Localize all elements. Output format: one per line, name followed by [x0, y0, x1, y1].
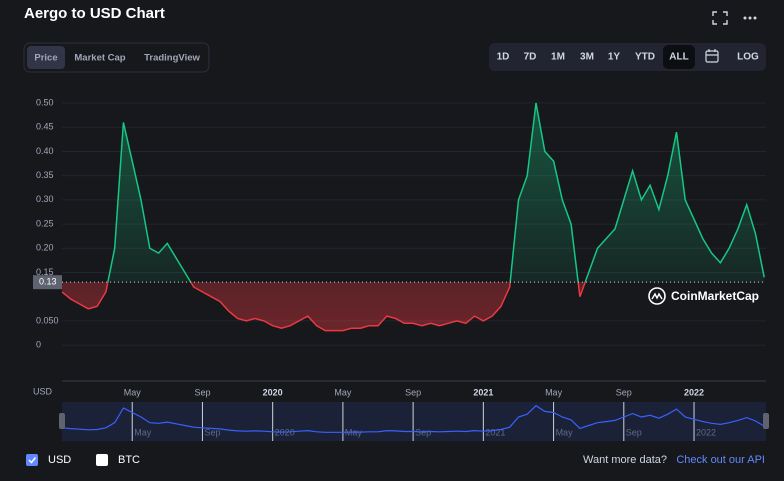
- x-tick-label: May: [334, 387, 352, 397]
- navigator-tick-label: Sep: [626, 427, 642, 437]
- x-tick-label: 2022: [684, 387, 704, 397]
- x-tick-label: May: [545, 387, 563, 397]
- tab-active-bg: [27, 46, 65, 69]
- y-tick-label: 0.40: [36, 146, 54, 156]
- y-tick-label: 0.15: [36, 267, 54, 277]
- y-tick-label: 0.45: [36, 122, 54, 132]
- calendar-icon[interactable]: [705, 49, 719, 63]
- navigator-tick-label: Sep: [415, 427, 431, 437]
- api-link[interactable]: Check out our API: [676, 454, 765, 466]
- navigator-handle[interactable]: [59, 413, 65, 429]
- checkmark: [28, 457, 37, 464]
- watermark: CoinMarketCap: [648, 287, 759, 305]
- navigator-bg: [62, 402, 766, 441]
- range-button[interactable]: 1Y: [608, 52, 621, 63]
- y-tick-label: 0: [36, 339, 41, 349]
- x-tick-label: Sep: [616, 387, 632, 397]
- tab[interactable]: Price: [34, 53, 57, 64]
- navigator-tick-label: May: [134, 427, 152, 437]
- x-tick-label: 2020: [263, 387, 283, 397]
- navigator-line: [61, 404, 765, 433]
- x-tick-label: Sep: [405, 387, 421, 397]
- checkbox[interactable]: [96, 454, 108, 466]
- navigator-tick-label: 2021: [485, 427, 505, 437]
- range-button[interactable]: 3M: [580, 52, 594, 63]
- more-icon[interactable]: [743, 16, 757, 20]
- y-tick-label: 0.30: [36, 194, 54, 204]
- currency-label[interactable]: USD: [48, 454, 71, 466]
- current-price-label: 0.13: [39, 277, 57, 287]
- navigator-tick-label: Sep: [204, 427, 220, 437]
- tab-group: [23, 42, 210, 73]
- log-button[interactable]: LOG: [737, 52, 759, 63]
- x-tick-label: Sep: [194, 387, 210, 397]
- tab[interactable]: TradingView: [144, 53, 200, 64]
- range-button[interactable]: YTD: [635, 52, 655, 63]
- price-line-up: [107, 102, 765, 283]
- y-tick-label: 0.050: [36, 315, 59, 325]
- navigator-tick-label: May: [556, 427, 574, 437]
- area-down: [62, 282, 765, 331]
- more-data-prompt: Want more data?: [583, 454, 667, 466]
- range-active-bg: [663, 45, 695, 69]
- watermark-text: CoinMarketCap: [671, 289, 759, 303]
- x-tick-label: May: [124, 387, 142, 397]
- range-group: [489, 43, 766, 71]
- volume-axis-label: USD: [33, 386, 53, 396]
- checkbox[interactable]: [26, 454, 38, 466]
- y-tick-label: 0.25: [36, 218, 54, 228]
- area-up: [107, 103, 765, 283]
- tab[interactable]: Market Cap: [74, 53, 125, 64]
- y-tick-label: 0.20: [36, 243, 54, 253]
- navigator-tick-label: 2022: [696, 427, 716, 437]
- x-tick-label: 2021: [473, 387, 493, 397]
- currency-label[interactable]: BTC: [118, 454, 140, 466]
- range-button[interactable]: 1D: [497, 52, 510, 63]
- fullscreen-icon[interactable]: [712, 11, 728, 25]
- navigator-handle[interactable]: [763, 413, 769, 429]
- range-button[interactable]: 7D: [524, 52, 537, 63]
- y-tick-label: 0.50: [36, 97, 54, 107]
- current-price-badge: [33, 275, 62, 290]
- range-button[interactable]: 1M: [551, 52, 565, 63]
- y-tick-label: 0.35: [36, 170, 54, 180]
- range-button[interactable]: ALL: [669, 52, 688, 63]
- page-title: Aergo to USD Chart: [24, 5, 165, 22]
- price-line-down: [61, 282, 586, 332]
